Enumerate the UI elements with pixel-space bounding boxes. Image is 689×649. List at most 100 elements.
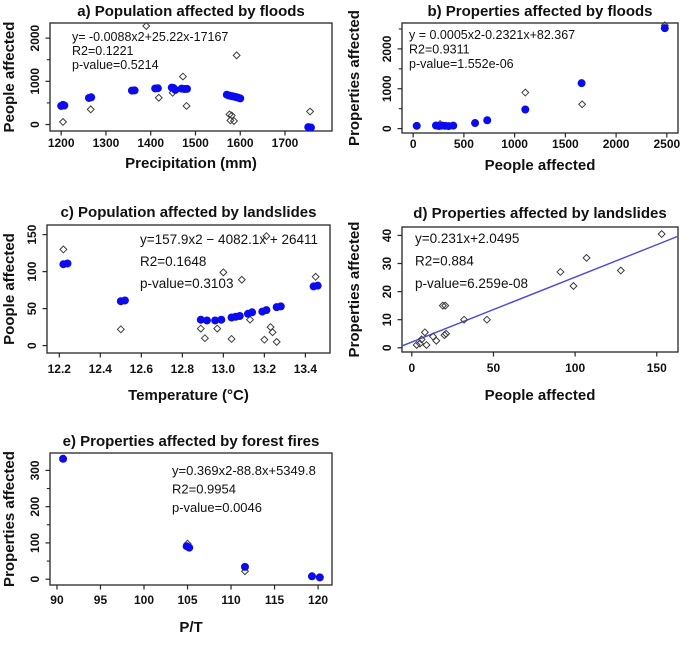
data-point-diamond bbox=[482, 315, 492, 324]
x-tick-label: 13.0 bbox=[212, 362, 236, 376]
data-point-blue bbox=[483, 116, 492, 125]
y-tick-label: 100 bbox=[25, 261, 39, 281]
x-tick-label: 2500 bbox=[653, 137, 680, 151]
y-tick-label: 0 bbox=[380, 344, 394, 351]
data-point-blue bbox=[315, 573, 324, 582]
y-tick-label: 20 bbox=[380, 285, 394, 299]
data-point-blue bbox=[120, 296, 129, 305]
y-tick-label: 10 bbox=[380, 313, 394, 327]
x-tick-label: 1500 bbox=[552, 137, 579, 151]
y-tick-label: 40 bbox=[380, 228, 394, 242]
data-point-blue bbox=[211, 316, 220, 325]
x-tick-label: 1700 bbox=[272, 136, 299, 150]
diamond-points bbox=[412, 229, 666, 350]
data-point-diamond bbox=[569, 281, 578, 291]
data-point-diamond bbox=[616, 266, 625, 275]
data-point-blue bbox=[217, 315, 226, 324]
plot-box bbox=[46, 224, 331, 354]
data-point-blue bbox=[60, 101, 69, 110]
panel-d-properties-landslides: 0 50 100 150 0 10 20 30 40 y=0.231x+2.0495 R2=0.88… bbox=[345, 180, 689, 420]
data-point-blue bbox=[182, 84, 191, 93]
annotation-line: R2=0.1648 bbox=[140, 254, 206, 269]
y-tick-label: 1000 bbox=[380, 75, 394, 102]
panel-c-population-landslides: 12.2 12.4 12.6 12.8 13.0 13.2 13.4 0 50 100 150 y=1… bbox=[0, 180, 345, 420]
annotation-block: y= -0.0088x2+25.22x-17167R2=0.1221p-valu… bbox=[72, 30, 228, 72]
annotation-line: y = 0.0005x2-0.2321x+82.367 bbox=[409, 28, 575, 42]
x-tick-label: 120 bbox=[308, 593, 328, 607]
panel-e-chart: 90 95 100 105 110 115 120 0 100 200 300 y=0.369x2-8… bbox=[1, 433, 333, 636]
x-tick-label: 0 bbox=[410, 137, 417, 151]
data-point-diamond bbox=[86, 105, 95, 114]
data-point-blue bbox=[412, 121, 421, 130]
x-tick-label: 1600 bbox=[227, 136, 254, 150]
data-point-diamond bbox=[116, 325, 125, 334]
y-axis-label: Properties affected bbox=[346, 222, 363, 358]
plot-box bbox=[49, 22, 333, 132]
x-tick-label: 13.4 bbox=[294, 362, 318, 376]
regression-line bbox=[401, 235, 679, 347]
x-tick-label: 1500 bbox=[182, 136, 209, 150]
y-axis-label: People affected bbox=[1, 22, 18, 133]
x-tick-label: 1400 bbox=[137, 136, 164, 150]
x-axis: 1200 1300 1400 1500 1600 1700 bbox=[48, 131, 299, 150]
annotation-line: R2=0.884 bbox=[415, 254, 474, 269]
panel-title: a) Population affected by floods bbox=[77, 3, 305, 20]
data-point-diamond bbox=[459, 315, 469, 324]
data-point-diamond bbox=[582, 253, 591, 263]
y-axis-label: Properties affected bbox=[346, 10, 363, 146]
x-axis-label: People affected bbox=[485, 157, 596, 174]
data-point-blue bbox=[235, 312, 244, 321]
panel-a-chart: 1200 1300 1400 1500 1600 1700 0 1000 2000 y= -0.0… bbox=[1, 3, 333, 172]
x-tick-label: 105 bbox=[178, 593, 198, 607]
data-point-diamond bbox=[521, 88, 530, 97]
x-tick-label: 12.2 bbox=[48, 362, 72, 376]
annotation-line: p-value=0.3103 bbox=[140, 276, 233, 291]
data-point-blue bbox=[63, 259, 72, 268]
x-tick-label: 110 bbox=[221, 593, 241, 607]
data-point-blue bbox=[471, 119, 480, 128]
data-point-diamond bbox=[305, 107, 315, 116]
data-point-diamond bbox=[227, 334, 236, 344]
data-point-diamond bbox=[657, 229, 666, 239]
data-point-blue bbox=[171, 85, 180, 94]
data-point-diamond bbox=[417, 335, 426, 344]
x-axis: 0 50 100 150 bbox=[408, 352, 667, 375]
data-point-blue bbox=[660, 24, 669, 33]
data-point-diamond bbox=[196, 324, 205, 333]
y-axis: 0 1000 2000 bbox=[380, 28, 402, 132]
data-point-diamond bbox=[441, 301, 450, 310]
data-point-diamond bbox=[420, 328, 429, 337]
data-point-diamond bbox=[245, 315, 255, 324]
y-tick-label: 300 bbox=[28, 460, 42, 480]
data-point-diamond bbox=[200, 334, 210, 343]
data-point-diamond bbox=[412, 340, 421, 350]
data-point-diamond bbox=[311, 272, 320, 281]
y-tick-label: 0 bbox=[28, 576, 42, 583]
x-axis-label: Temperature (°C) bbox=[128, 387, 249, 404]
data-point-diamond bbox=[438, 301, 447, 310]
y-axis: 0 10 20 30 40 bbox=[380, 228, 402, 351]
x-tick-label: 100 bbox=[565, 361, 585, 375]
y-tick-label: 30 bbox=[380, 257, 394, 271]
data-point-blue bbox=[236, 94, 245, 103]
y-tick-label: 1000 bbox=[28, 68, 42, 95]
y-tick-label: 2000 bbox=[28, 24, 42, 51]
data-point-blue bbox=[313, 281, 322, 290]
x-tick-label: 90 bbox=[50, 593, 64, 607]
y-tick-label: 0 bbox=[25, 342, 39, 349]
data-point-blue bbox=[202, 316, 211, 325]
diamond-points bbox=[59, 231, 320, 347]
panel-b-chart: 0 500 1000 1500 2000 2500 0 1000 2000 y = 0.0005x… bbox=[346, 3, 681, 174]
annotation-line: y=157.9x2 − 4082.1x + 26411 bbox=[140, 232, 318, 247]
data-point-diamond bbox=[556, 267, 565, 277]
data-point-diamond bbox=[262, 231, 271, 241]
data-point-diamond bbox=[432, 336, 441, 345]
y-tick-label: 200 bbox=[28, 496, 42, 516]
x-tick-label: 1200 bbox=[48, 136, 75, 150]
x-axis: 12.2 12.4 12.6 12.8 13.0 13.2 13.4 bbox=[48, 353, 318, 376]
data-point-diamond bbox=[578, 100, 587, 109]
panel-d-chart: 0 50 100 150 0 10 20 30 40 y=0.231x+2.0495 R2=0.88… bbox=[346, 205, 679, 404]
x-tick-label: 100 bbox=[134, 593, 154, 607]
annotation-block: y=157.9x2 − 4082.1x + 26411 R2=0.1648 p-va… bbox=[140, 232, 318, 291]
